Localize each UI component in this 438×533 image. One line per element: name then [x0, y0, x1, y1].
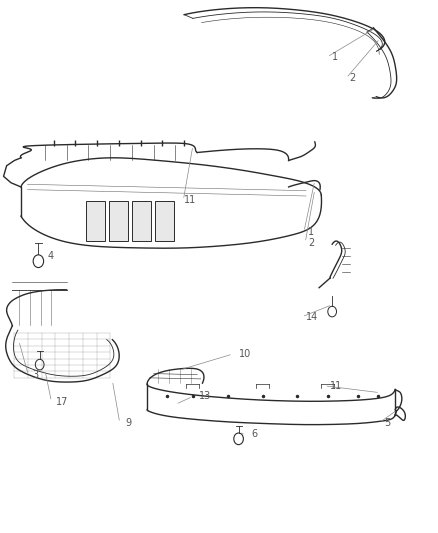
Bar — [155, 201, 174, 241]
Bar — [110, 201, 127, 241]
Text: 11: 11 — [184, 195, 196, 205]
Text: 1: 1 — [332, 52, 338, 62]
Text: 13: 13 — [199, 391, 212, 401]
Text: 2: 2 — [350, 73, 356, 83]
Text: 14: 14 — [306, 312, 318, 322]
Text: 1: 1 — [308, 227, 314, 237]
Text: 17: 17 — [56, 397, 68, 407]
Text: 11: 11 — [330, 381, 342, 391]
Text: 3: 3 — [32, 370, 38, 380]
Text: 10: 10 — [239, 349, 251, 359]
Text: 9: 9 — [125, 418, 131, 428]
Text: 5: 5 — [385, 418, 391, 428]
Text: 2: 2 — [308, 238, 314, 248]
Text: 6: 6 — [252, 429, 258, 439]
Text: 4: 4 — [47, 251, 53, 261]
Bar — [132, 201, 151, 241]
Bar — [86, 201, 105, 241]
